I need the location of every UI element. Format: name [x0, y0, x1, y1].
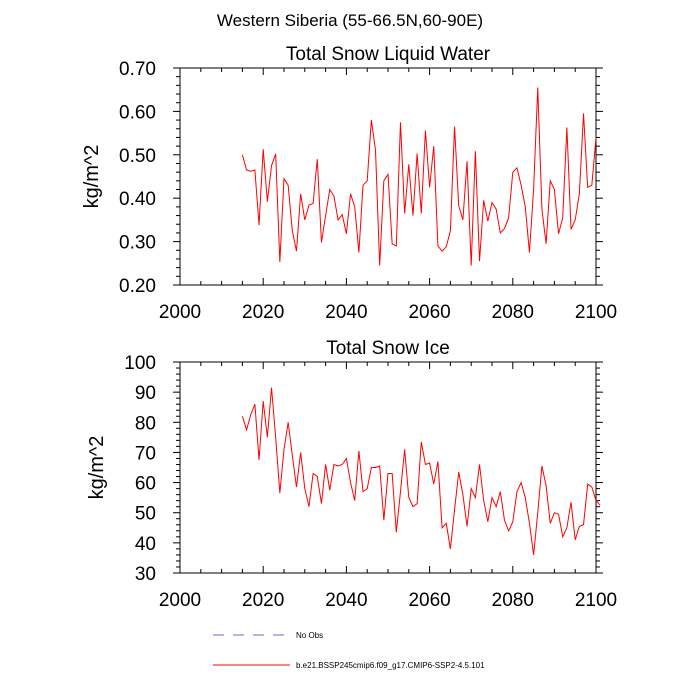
x-tick-label: 2080	[492, 302, 534, 323]
y-axis-title: kg/m^2	[81, 145, 103, 209]
legend-label: b.e21.BSSP245cmip6.f09_g17.CMIP6-SSP2-4.…	[296, 661, 485, 670]
x-tick-label: 2000	[159, 590, 201, 611]
y-tick-label: 70	[135, 443, 156, 464]
x-tick-label: 2100	[575, 302, 617, 323]
y-tick-label: 0.30	[119, 233, 156, 254]
x-tick-label: 2020	[242, 302, 284, 323]
x-tick-label: 2080	[492, 590, 534, 611]
y-tick-label: 0.60	[119, 102, 156, 123]
x-tick-label: 2020	[242, 590, 284, 611]
legend-label: No Obs	[296, 631, 323, 640]
series-line	[241, 87, 597, 266]
y-tick-label: 100	[124, 353, 156, 374]
y-tick-label: 90	[135, 383, 156, 404]
y-tick-label: 80	[135, 413, 156, 434]
y-tick-label: 0.70	[119, 59, 156, 80]
figure-title: Western Siberia (55-66.5N,60-90E)	[216, 11, 484, 30]
x-tick-label: 2000	[159, 302, 201, 323]
y-tick-label: 30	[135, 564, 156, 585]
x-tick-label: 2040	[325, 590, 367, 611]
y-tick-label: 40	[135, 534, 156, 555]
panel-title: Total Snow Ice	[326, 338, 450, 359]
x-tick-label: 2060	[408, 302, 450, 323]
series-line	[241, 387, 601, 555]
y-tick-label: 50	[135, 504, 156, 525]
y-axis-title: kg/m^2	[86, 436, 108, 500]
plot-frame	[179, 361, 597, 574]
x-tick-label: 2040	[325, 302, 367, 323]
panel-title: Total Snow Liquid Water	[286, 44, 491, 65]
y-tick-label: 0.40	[119, 189, 156, 210]
y-tick-label: 0.20	[119, 276, 156, 297]
x-tick-label: 2060	[408, 590, 450, 611]
y-tick-label: 60	[135, 474, 156, 495]
x-tick-label: 2100	[575, 590, 617, 611]
y-tick-label: 0.50	[119, 146, 156, 167]
